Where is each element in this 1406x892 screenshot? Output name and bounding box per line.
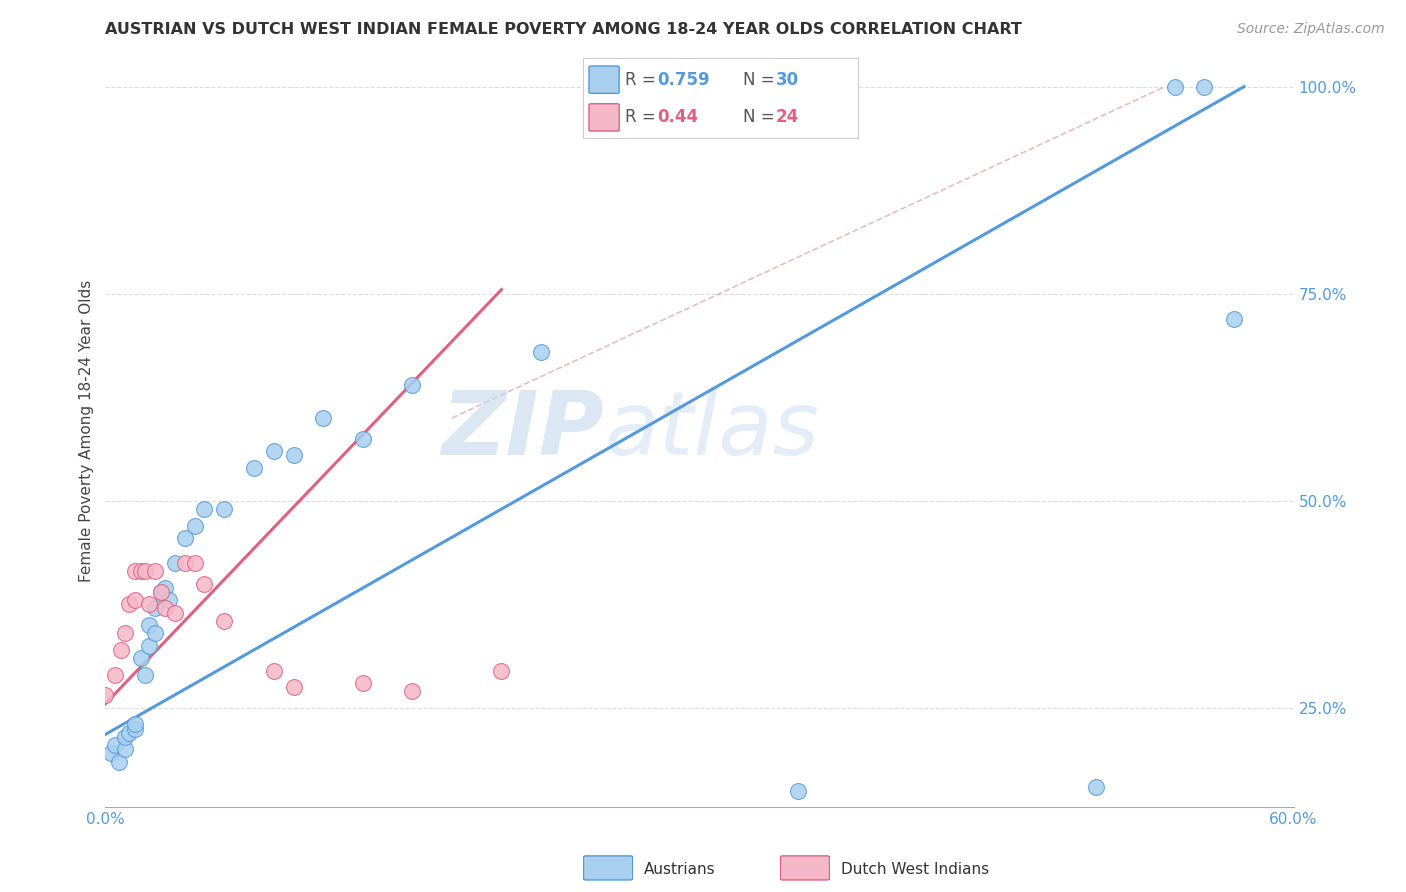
Point (263, 444, 285, 458)
Point (124, 593, 146, 607)
Point (312, 411, 335, 425)
Point (173, 556, 195, 570)
Text: AUSTRIAN VS DUTCH WEST INDIAN FEMALE POVERTY AMONG 18-24 YEAR OLDS CORRELATION C: AUSTRIAN VS DUTCH WEST INDIAN FEMALE POV… (105, 22, 1022, 37)
Point (149, 585, 172, 599)
Point (138, 598, 160, 612)
Text: Source: ZipAtlas.com: Source: ZipAtlas.com (1237, 22, 1385, 37)
Point (163, 606, 186, 620)
Point (1164, 79, 1187, 94)
Point (114, 730, 136, 744)
Point (787, 783, 810, 797)
Point (193, 502, 215, 516)
Point (104, 738, 127, 752)
FancyBboxPatch shape (589, 66, 619, 94)
Point (352, 676, 374, 690)
Point (787, 79, 810, 94)
Point (530, 344, 553, 359)
Text: Dutch West Indians: Dutch West Indians (841, 863, 988, 877)
Point (173, 531, 195, 545)
Point (104, 667, 127, 681)
Point (183, 556, 205, 570)
FancyBboxPatch shape (780, 856, 830, 880)
Point (153, 601, 176, 615)
Point (149, 585, 172, 599)
Text: 30: 30 (776, 70, 799, 88)
Point (94, 689, 117, 703)
Point (124, 722, 146, 736)
Y-axis label: Female Poverty Among 18-24 Year Olds: Female Poverty Among 18-24 Year Olds (79, 279, 94, 582)
Point (134, 667, 156, 681)
Point (193, 576, 215, 591)
Point (124, 564, 146, 578)
Point (183, 518, 205, 533)
Point (401, 684, 423, 698)
Point (243, 460, 266, 475)
Point (108, 755, 131, 769)
Text: 0.44: 0.44 (658, 109, 699, 127)
Point (214, 502, 236, 516)
FancyBboxPatch shape (583, 58, 858, 138)
Point (263, 664, 285, 678)
Text: 0.759: 0.759 (658, 70, 710, 88)
Point (114, 626, 136, 640)
Point (134, 564, 156, 578)
Point (401, 377, 423, 392)
Point (153, 581, 176, 595)
Text: atlas: atlas (605, 387, 820, 474)
Point (110, 643, 132, 657)
Text: R =: R = (624, 109, 661, 127)
Point (143, 626, 166, 640)
Text: R =: R = (624, 70, 661, 88)
Text: ZIP: ZIP (441, 387, 605, 474)
Text: N =: N = (742, 70, 779, 88)
Point (138, 639, 160, 653)
Point (143, 564, 166, 578)
Point (143, 601, 166, 615)
Point (138, 618, 160, 632)
Point (118, 725, 141, 739)
Point (118, 598, 141, 612)
FancyBboxPatch shape (589, 103, 619, 131)
Point (163, 556, 186, 570)
Text: N =: N = (742, 109, 779, 127)
Point (124, 717, 146, 731)
Text: 24: 24 (776, 109, 799, 127)
Point (283, 680, 305, 694)
Point (1084, 780, 1107, 794)
Point (129, 564, 152, 578)
Point (114, 742, 136, 756)
Point (352, 432, 374, 446)
Point (1194, 79, 1216, 94)
FancyBboxPatch shape (583, 856, 633, 880)
Point (157, 593, 180, 607)
Point (491, 664, 513, 678)
Point (1223, 311, 1246, 326)
Text: Austrians: Austrians (644, 863, 716, 877)
Point (283, 448, 305, 462)
Point (129, 651, 152, 665)
Point (100, 747, 122, 761)
Point (214, 614, 236, 628)
